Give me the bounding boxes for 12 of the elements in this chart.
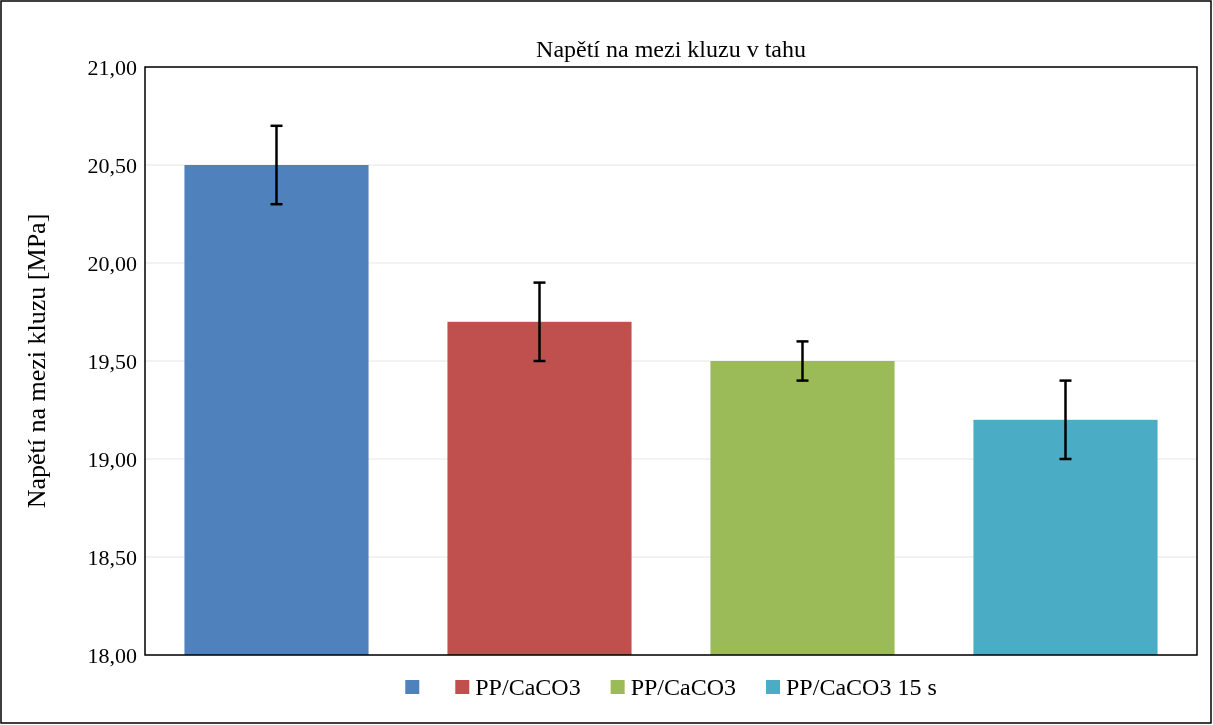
y-tick-label: 18,00 xyxy=(87,642,137,668)
y-tick-label: 19,00 xyxy=(87,446,137,472)
y-tick-label: 18,50 xyxy=(87,544,137,570)
y-tick-label: 19,50 xyxy=(87,348,137,374)
legend-label: PP/CaCO3 xyxy=(475,674,581,700)
legend-label: PP/CaCO3 15 s xyxy=(786,674,937,700)
y-axis-title: Napětí na mezi kluzu [MPa] xyxy=(22,213,51,509)
y-tick-label: 21,00 xyxy=(87,54,137,80)
legend-label: PP/CaCO3 xyxy=(630,674,737,700)
y-tick-label: 20,00 xyxy=(87,250,137,276)
y-tick-label: 20,50 xyxy=(87,152,137,178)
chart-title: Napětí na mezi kluzu v tahu xyxy=(536,36,806,62)
